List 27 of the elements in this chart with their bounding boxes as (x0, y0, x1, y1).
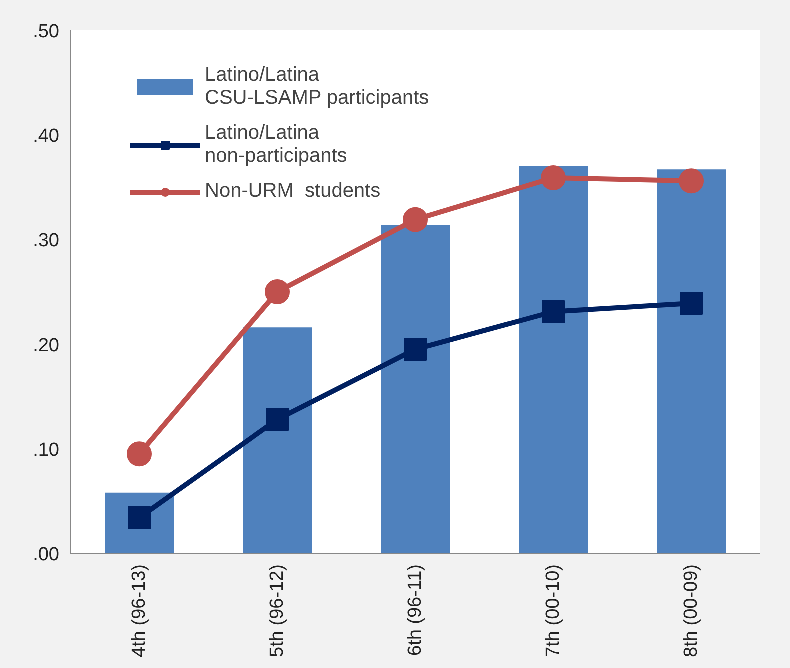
x-tick-label: 5th (96-12) (267, 564, 288, 658)
point (542, 300, 565, 324)
y-tick-label: .50 (33, 22, 60, 42)
y-tick-label: .30 (33, 230, 60, 252)
point (680, 292, 703, 316)
point (127, 442, 152, 467)
legend-label: Latino/Latina non-participants (205, 122, 348, 168)
point (541, 166, 566, 190)
x-tick-label: 8th (00-09) (681, 564, 702, 658)
y-tick-label: .20 (33, 335, 60, 356)
point (265, 280, 290, 304)
legend-label: Latino/Latina CSU-LSAMP participants (205, 64, 430, 110)
x-tick-label: 7th (00-10) (543, 564, 564, 658)
bar (243, 328, 312, 554)
bar (381, 225, 450, 554)
y-tick-label: .00 (33, 544, 60, 566)
y-tick-label: .10 (33, 440, 60, 461)
point (403, 207, 428, 232)
legend-label: Non-URM students (205, 180, 381, 203)
bar (657, 170, 726, 554)
bar (519, 166, 588, 554)
x-tick-label: 4th (96-13) (129, 564, 150, 658)
point (266, 408, 289, 432)
point (679, 168, 704, 194)
point (404, 338, 427, 362)
x-tick-label: 6th (96-11) (405, 564, 426, 656)
y-tick-label: .40 (33, 126, 60, 148)
